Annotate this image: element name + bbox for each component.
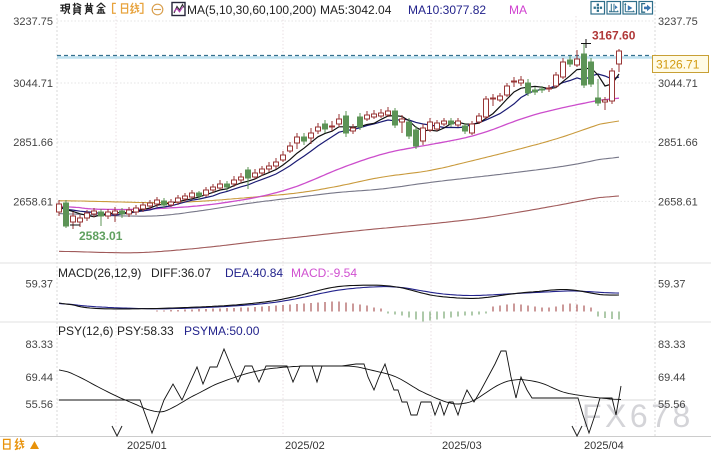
svg-text:2025/01: 2025/01 — [127, 440, 167, 452]
svg-text:FX678: FX678 — [582, 398, 694, 434]
svg-text:DEA:40.84: DEA:40.84 — [225, 266, 283, 280]
svg-text:MACD(26,12,9): MACD(26,12,9) — [58, 266, 141, 280]
svg-text:3237.75: 3237.75 — [658, 16, 698, 28]
svg-text:MA10:3077.82: MA10:3077.82 — [408, 3, 486, 17]
svg-text:2658.61: 2658.61 — [658, 196, 698, 208]
svg-text:3237.75: 3237.75 — [13, 16, 53, 28]
svg-text:69.44: 69.44 — [25, 372, 53, 384]
svg-text:69.44: 69.44 — [658, 372, 686, 384]
svg-text:2851.66: 2851.66 — [13, 137, 53, 149]
svg-text:MA: MA — [509, 3, 527, 17]
svg-text:2583.01: 2583.01 — [79, 229, 123, 243]
svg-text:2851.66: 2851.66 — [658, 137, 698, 149]
svg-text:2658.61: 2658.61 — [13, 196, 53, 208]
svg-text:PSYMA:50.00: PSYMA:50.00 — [184, 324, 260, 338]
svg-text:DIFF:36.07: DIFF:36.07 — [151, 266, 211, 280]
svg-text:2025/03: 2025/03 — [442, 440, 482, 452]
svg-text:2025/04: 2025/04 — [584, 440, 624, 452]
svg-text:MA(5,10,30,60,100,200): MA(5,10,30,60,100,200) — [187, 3, 316, 17]
svg-text:MACD:-9.54: MACD:-9.54 — [291, 266, 357, 280]
svg-text:3126.71: 3126.71 — [656, 58, 700, 72]
svg-text:2025/02: 2025/02 — [285, 440, 325, 452]
svg-text:59.37: 59.37 — [25, 279, 53, 291]
svg-text:55.56: 55.56 — [25, 399, 53, 411]
svg-text:PSY(12,6): PSY(12,6) — [58, 324, 113, 338]
svg-text:3044.71: 3044.71 — [13, 78, 53, 90]
svg-text:PSY:58.33: PSY:58.33 — [117, 324, 174, 338]
svg-text:59.37: 59.37 — [658, 279, 686, 291]
svg-text:83.33: 83.33 — [25, 339, 53, 351]
svg-text:83.33: 83.33 — [658, 339, 686, 351]
svg-text:55.56: 55.56 — [658, 399, 686, 411]
svg-text:MA5:3042.04: MA5:3042.04 — [320, 3, 392, 17]
svg-text:3044.71: 3044.71 — [658, 78, 698, 90]
svg-text:3167.60: 3167.60 — [592, 29, 636, 43]
